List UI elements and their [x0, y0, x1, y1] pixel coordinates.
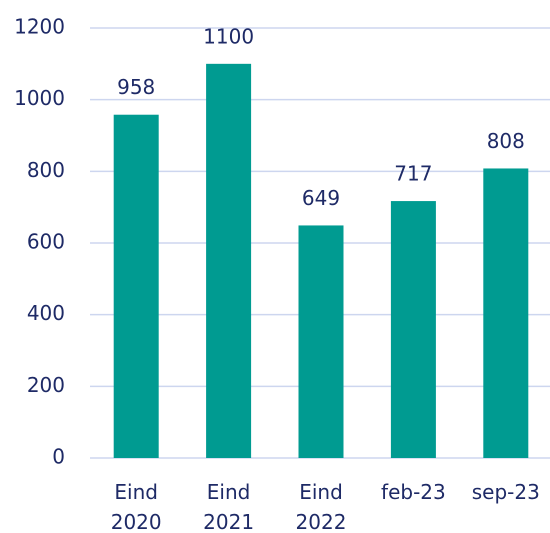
y-tick-label: 400 — [27, 301, 65, 325]
data-label: 649 — [302, 186, 340, 210]
x-tick-line: Eind — [114, 480, 158, 504]
bar — [483, 168, 529, 458]
y-tick-label: 0 — [52, 445, 65, 469]
x-tick-line: 2020 — [111, 510, 162, 533]
bar — [390, 201, 436, 458]
y-tick-label: 800 — [27, 158, 65, 182]
bar — [298, 225, 344, 458]
y-tick-label: 1200 — [14, 15, 65, 39]
x-tick-line: Eind — [299, 480, 343, 504]
data-label: 717 — [394, 162, 432, 186]
data-label: 1100 — [203, 24, 254, 48]
x-tick-label: feb-23 — [381, 480, 446, 504]
x-tick-line: 2021 — [203, 510, 254, 533]
x-tick-line: Eind — [207, 480, 251, 504]
x-tick-label: Eind 2022 — [296, 480, 347, 533]
data-label: 958 — [117, 75, 155, 99]
data-label: 808 — [487, 129, 525, 153]
x-tick-line: feb-23 — [381, 480, 446, 504]
x-tick-line: 2022 — [296, 510, 347, 533]
x-tick-line: sep-23 — [472, 480, 540, 504]
bar — [113, 114, 159, 458]
x-tick-label: sep-23 — [472, 480, 540, 504]
x-tick-label: Eind 2020 — [111, 480, 162, 533]
x-tick-label: Eind 2021 — [203, 480, 254, 533]
y-tick-label: 1000 — [14, 86, 65, 110]
bar — [206, 63, 252, 458]
y-tick-label: 600 — [27, 230, 65, 254]
y-tick-label: 200 — [27, 373, 65, 397]
